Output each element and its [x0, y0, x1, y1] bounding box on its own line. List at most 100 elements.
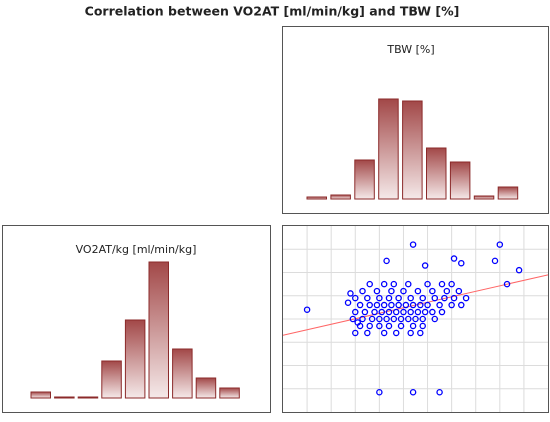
- point: [409, 301, 417, 309]
- point: [395, 294, 402, 302]
- point: [392, 329, 400, 337]
- point: [366, 280, 373, 288]
- point: [373, 301, 381, 309]
- page-title: Correlation between VO2AT [ml/min/kg] an…: [85, 4, 460, 19]
- point: [421, 308, 429, 316]
- bar: [172, 348, 193, 399]
- point: [376, 294, 383, 302]
- point: [438, 280, 446, 288]
- point: [407, 329, 414, 337]
- point: [380, 280, 388, 288]
- point: [409, 322, 417, 330]
- point: [436, 301, 443, 309]
- point: [417, 301, 424, 309]
- point: [429, 287, 436, 295]
- point: [383, 257, 390, 265]
- point: [392, 308, 400, 316]
- point: [407, 308, 414, 316]
- point: [431, 294, 439, 302]
- point: [436, 388, 443, 396]
- point: [344, 299, 352, 306]
- point: [419, 294, 426, 302]
- point: [405, 315, 412, 323]
- point: [385, 322, 393, 330]
- point: [373, 287, 381, 295]
- point: [352, 308, 359, 316]
- point: [496, 241, 504, 248]
- point: [424, 301, 431, 309]
- point: [448, 280, 455, 288]
- point: [354, 319, 361, 326]
- point: [450, 255, 458, 262]
- point: [395, 301, 402, 309]
- point: [380, 301, 388, 309]
- point: [412, 315, 419, 323]
- bar: [54, 396, 75, 399]
- point: [443, 287, 451, 295]
- point: [414, 287, 422, 295]
- bar: [124, 319, 146, 399]
- point: [458, 259, 465, 267]
- point: [455, 287, 463, 295]
- point: [376, 322, 383, 330]
- point: [303, 306, 311, 313]
- bar: [77, 396, 99, 399]
- point: [441, 294, 448, 302]
- point: [431, 315, 439, 323]
- point: [380, 329, 388, 337]
- point: [419, 315, 426, 323]
- point: [361, 308, 369, 316]
- point: [366, 301, 373, 309]
- point: [503, 280, 511, 288]
- point: [405, 280, 412, 288]
- bar: [219, 387, 240, 399]
- point: [409, 241, 417, 248]
- point: [364, 329, 371, 337]
- point: [385, 308, 393, 316]
- point: [385, 294, 393, 302]
- point: [388, 301, 395, 309]
- point: [388, 287, 395, 295]
- point: [347, 290, 354, 297]
- bar: [148, 261, 169, 399]
- bar: [426, 147, 447, 200]
- point: [390, 315, 398, 323]
- bar: [497, 186, 519, 200]
- bar: [101, 360, 122, 399]
- point: [397, 322, 405, 330]
- point: [462, 294, 470, 302]
- bar: [449, 161, 471, 200]
- panel-title: VO2AT/kg [ml/min/kg]: [76, 243, 197, 256]
- point: [491, 257, 499, 265]
- panel-title: TBW [%]: [386, 43, 434, 56]
- point: [424, 280, 431, 288]
- bar: [354, 159, 375, 200]
- bar: [378, 98, 399, 200]
- point: [352, 294, 359, 302]
- point: [349, 315, 357, 323]
- bar: [306, 196, 327, 200]
- point: [371, 308, 378, 316]
- point: [417, 329, 424, 337]
- point: [364, 294, 371, 302]
- bar: [402, 100, 423, 200]
- bar: [30, 391, 51, 399]
- bar: [330, 194, 351, 200]
- point: [414, 308, 422, 316]
- point: [450, 294, 458, 302]
- point: [390, 280, 398, 288]
- point: [429, 308, 436, 316]
- point: [407, 294, 414, 302]
- point: [448, 301, 455, 309]
- point: [438, 308, 446, 316]
- point: [376, 315, 383, 323]
- point: [356, 301, 364, 309]
- point: [359, 315, 366, 323]
- bar: [195, 377, 217, 399]
- point: [397, 315, 405, 323]
- point: [402, 301, 410, 309]
- point: [383, 315, 390, 323]
- point: [400, 287, 407, 295]
